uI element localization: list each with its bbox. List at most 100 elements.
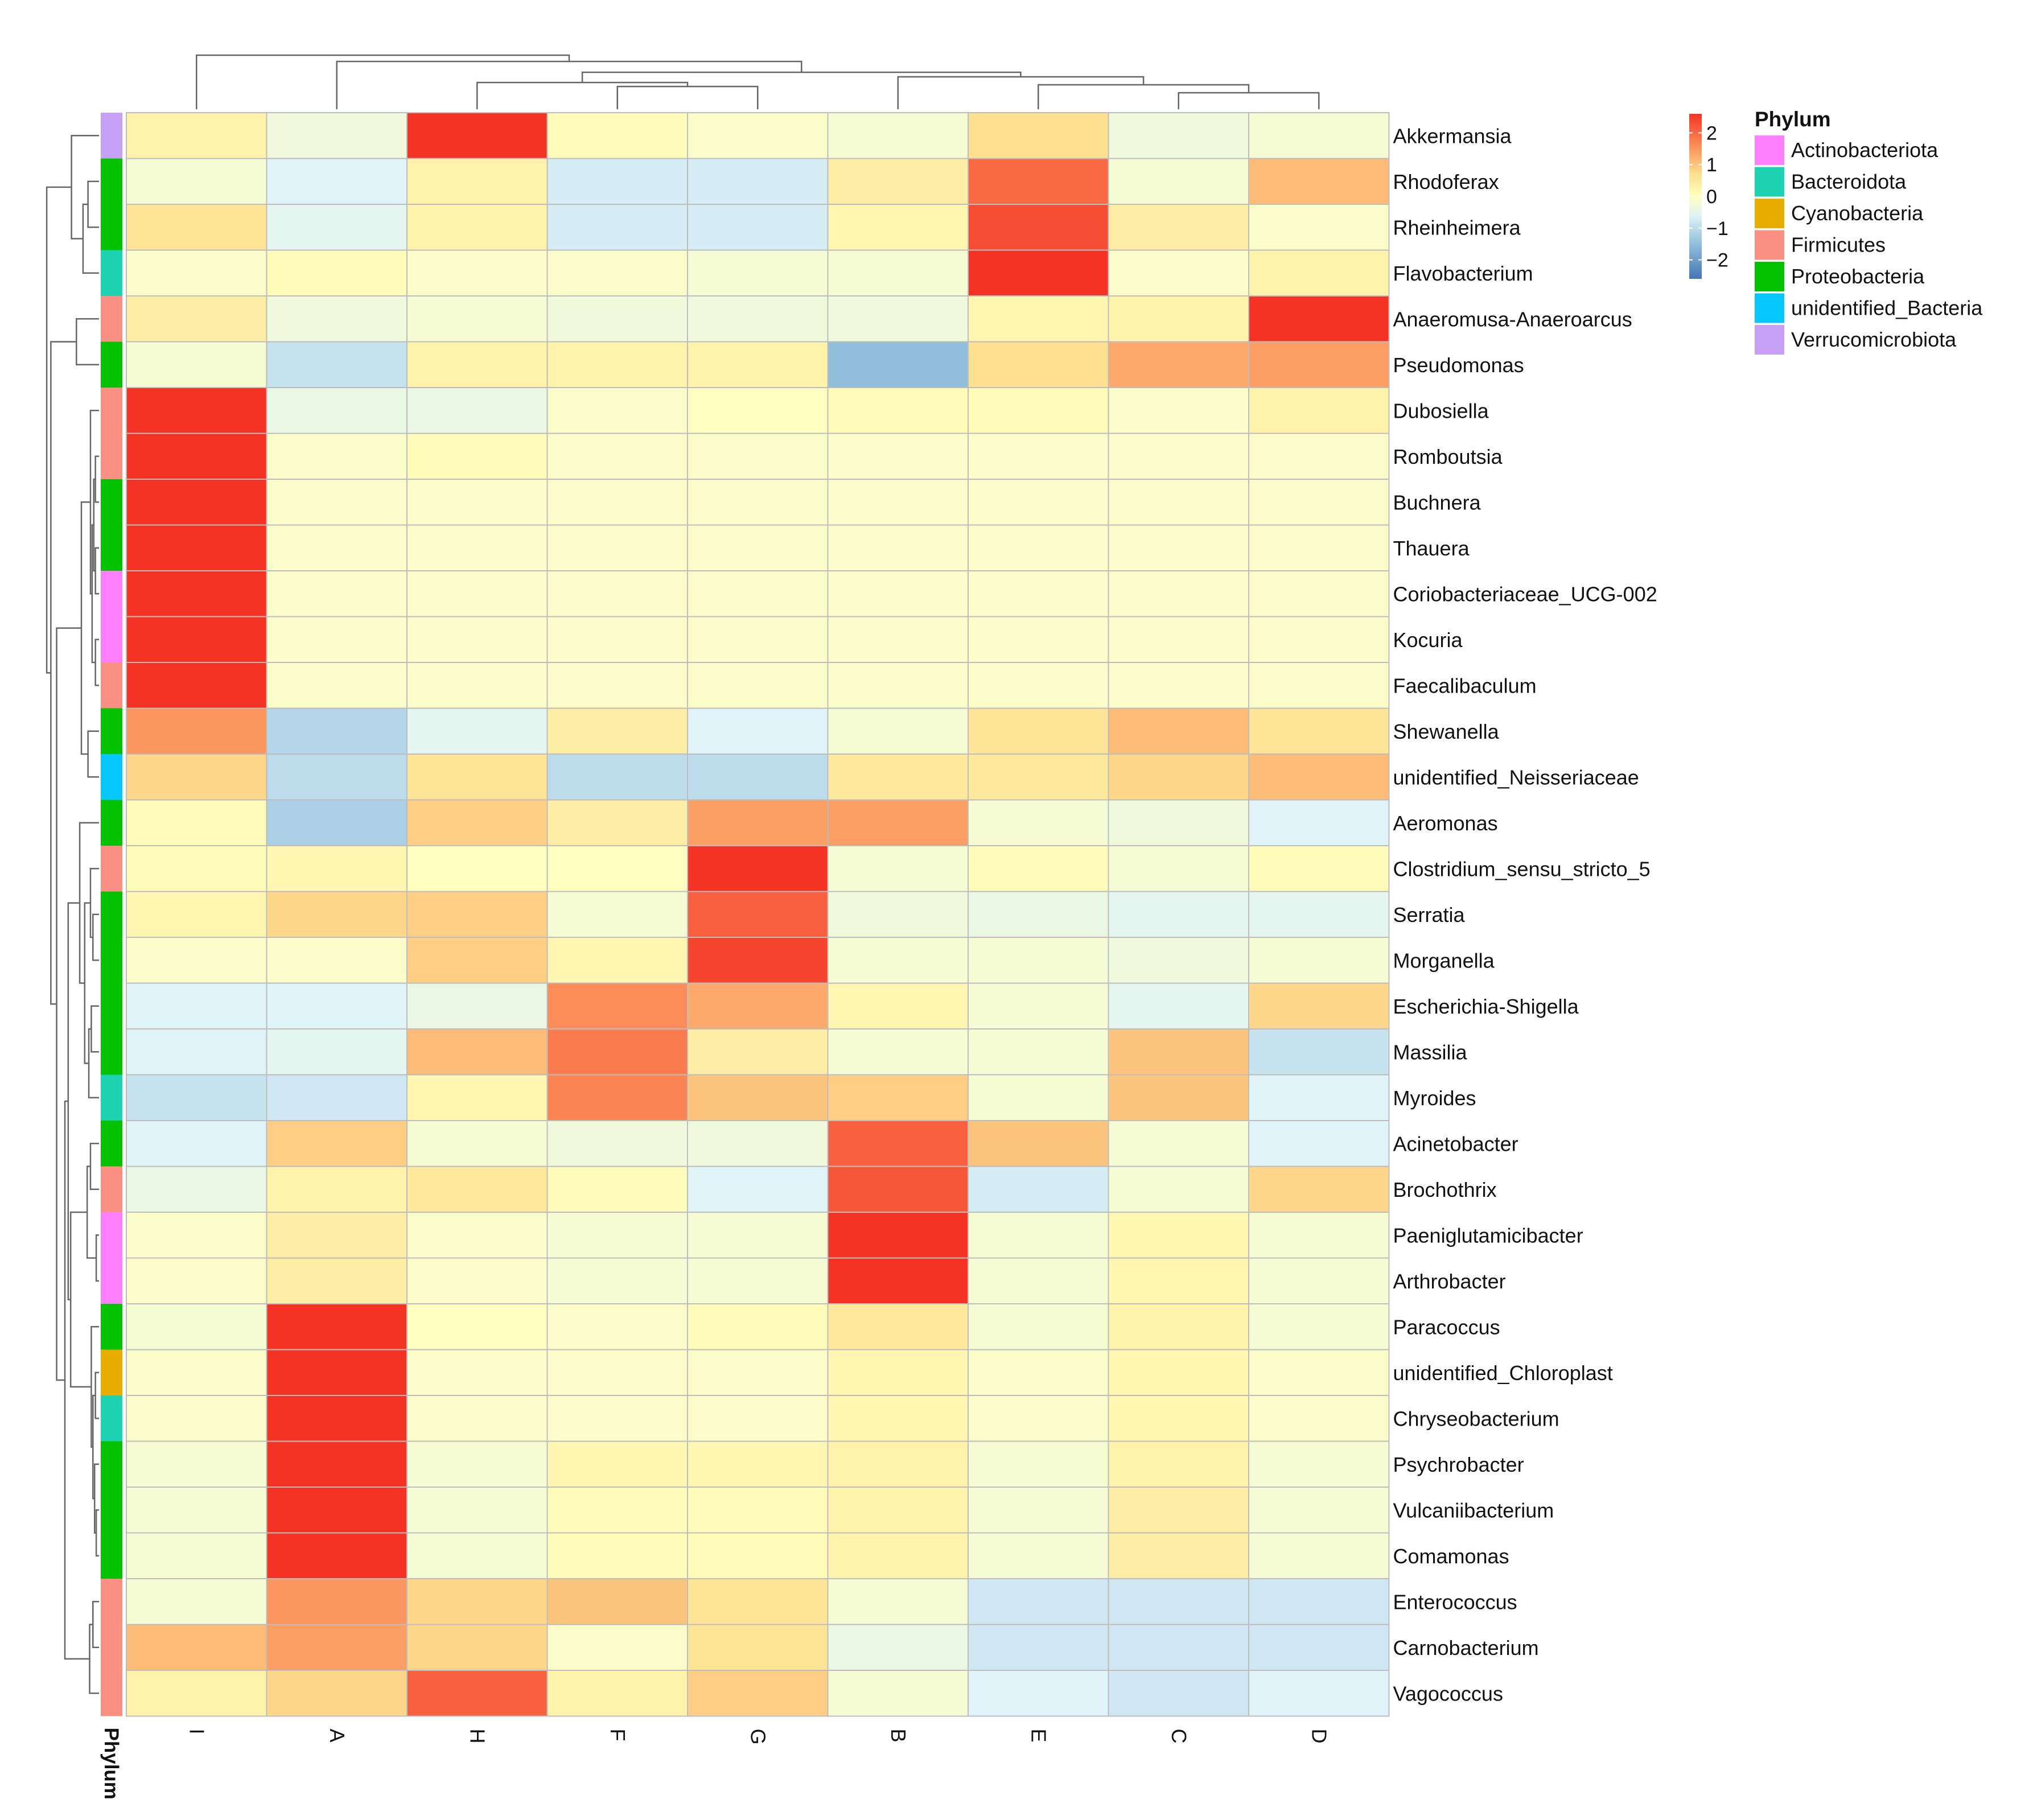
- heatmap-cell: [266, 1624, 408, 1671]
- heatmap-cell: [968, 570, 1109, 617]
- heatmap-cell: [687, 707, 829, 755]
- phylum-annotation-cell: [101, 708, 122, 754]
- phylum-annotation-cell: [101, 1304, 122, 1350]
- heatmap-cell: [827, 524, 969, 571]
- heatmap-cell: [827, 891, 969, 938]
- heatmap-cell: [1248, 1395, 1390, 1442]
- heatmap-cell: [968, 1532, 1109, 1579]
- heatmap-cell: [546, 341, 688, 388]
- heatmap-cell: [827, 1349, 969, 1396]
- heatmap-cell: [827, 1028, 969, 1076]
- heatmap-cell: [968, 1257, 1109, 1304]
- heatmap-cell: [827, 1670, 969, 1717]
- heatmap-cell: [687, 662, 829, 709]
- heatmap-cell: [687, 249, 829, 297]
- heatmap-cell: [687, 158, 829, 205]
- heatmap-cell: [1248, 753, 1390, 801]
- heatmap-cell: [126, 1670, 267, 1717]
- heatmap-cell: [266, 845, 408, 892]
- phylum-annotation-label: Phylum: [100, 1728, 122, 1800]
- phylum-annotation-cell: [101, 1212, 122, 1258]
- phylum-annotation-cell: [101, 662, 122, 709]
- column-label: H: [466, 1729, 489, 1744]
- heatmap-cell: [266, 1166, 408, 1213]
- heatmap-cell: [406, 295, 548, 343]
- legend-label: unidentified_Bacteria: [1791, 297, 1983, 320]
- heatmap-cell: [266, 1257, 408, 1304]
- heatmap-cell: [1248, 1532, 1390, 1579]
- heatmap-cell: [126, 1074, 267, 1121]
- heatmap-cell: [1108, 295, 1249, 343]
- heatmap-cell: [266, 1670, 408, 1717]
- phylum-annotation-cell: [101, 341, 122, 388]
- heatmap-cell: [968, 891, 1109, 938]
- row-label: Kocuria: [1393, 628, 1463, 652]
- heatmap-cell: [1108, 982, 1249, 1030]
- heatmap-cell: [126, 1028, 267, 1076]
- heatmap-cell: [968, 1487, 1109, 1534]
- heatmap-cell: [546, 1120, 688, 1167]
- color-scale-tick-label: −2: [1706, 250, 1728, 271]
- heatmap-cell: [406, 249, 548, 297]
- heatmap-cell: [546, 982, 688, 1030]
- heatmap-cell: [406, 1257, 548, 1304]
- heatmap-cell: [546, 1670, 688, 1717]
- heatmap-cell: [968, 1303, 1109, 1350]
- heatmap-cell: [687, 387, 829, 434]
- heatmap-cell: [687, 1395, 829, 1442]
- heatmap-cell: [546, 1257, 688, 1304]
- phylum-annotation-cell: [101, 1533, 122, 1579]
- phylum-annotation-cell: [101, 479, 122, 525]
- heatmap-cell: [1248, 891, 1390, 938]
- heatmap-cell: [406, 982, 548, 1030]
- column-label: B: [887, 1729, 910, 1743]
- heatmap-cell: [827, 341, 969, 388]
- heatmap-cell: [1248, 937, 1390, 984]
- heatmap-cell: [1248, 295, 1390, 343]
- legend-title: Phylum: [1755, 108, 1831, 131]
- phylum-annotation-cell: [101, 1349, 122, 1395]
- heatmap-cell: [546, 295, 688, 343]
- heatmap-cell: [968, 616, 1109, 663]
- heatmap-cell: [126, 845, 267, 892]
- heatmap-cell: [546, 1578, 688, 1625]
- heatmap-cell: [126, 524, 267, 571]
- heatmap-cell: [827, 662, 969, 709]
- column-dendrogram: [196, 54, 1320, 109]
- legend-swatch: [1755, 293, 1784, 323]
- heatmap-cell: [1248, 524, 1390, 571]
- heatmap-cell: [266, 662, 408, 709]
- heatmap-cell: [546, 524, 688, 571]
- heatmap-cell: [1248, 1578, 1390, 1625]
- dendrogram-branch: [196, 54, 570, 109]
- heatmap-cell: [266, 112, 408, 159]
- heatmap-cell: [546, 891, 688, 938]
- heatmap-cell: [546, 1487, 688, 1534]
- heatmap-cell: [1108, 1532, 1249, 1579]
- phylum-annotation-cell: [101, 1670, 122, 1716]
- heatmap-cell: [968, 249, 1109, 297]
- phylum-annotation-cell: [101, 983, 122, 1029]
- heatmap-cell: [968, 1670, 1109, 1717]
- heatmap-cell: [266, 341, 408, 388]
- heatmap-cell: [687, 1440, 829, 1488]
- row-label: Vagococcus: [1393, 1682, 1503, 1705]
- heatmap-cell: [1248, 616, 1390, 663]
- heatmap-cell: [406, 845, 548, 892]
- heatmap-cell: [546, 1166, 688, 1213]
- heatmap-cell: [687, 891, 829, 938]
- heatmap-cell: [968, 1120, 1109, 1167]
- heatmap-cell: [266, 1395, 408, 1442]
- phylum-annotation-cell: [101, 937, 122, 983]
- heatmap-cell: [827, 158, 969, 205]
- heatmap-cell: [968, 1074, 1109, 1121]
- heatmap-cell: [827, 1487, 969, 1534]
- heatmap-cell: [266, 1487, 408, 1534]
- heatmap-cell: [1108, 1578, 1249, 1625]
- row-label: Myroides: [1393, 1086, 1476, 1110]
- heatmap-cell: [827, 387, 969, 434]
- phylum-annotation-cell: [101, 388, 122, 434]
- heatmap-cell: [687, 295, 829, 343]
- heatmap-cell: [827, 249, 969, 297]
